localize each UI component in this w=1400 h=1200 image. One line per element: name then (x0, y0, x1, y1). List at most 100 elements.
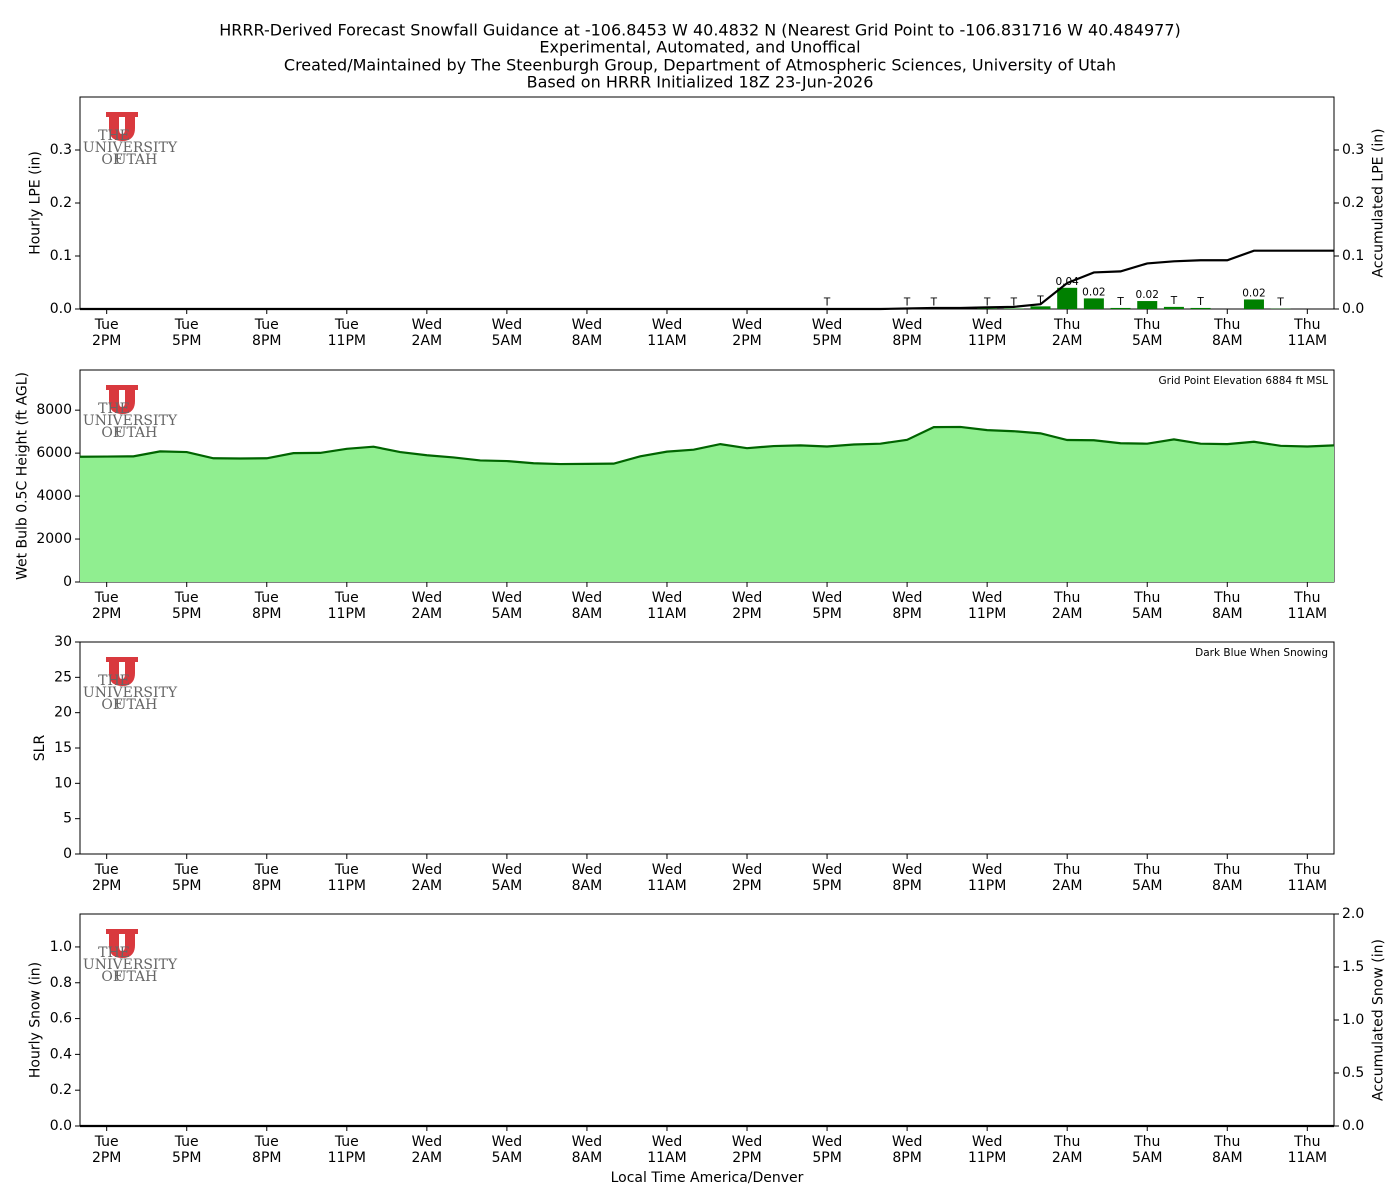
y-axis-label: Wet Bulb 0.5C Height (ft AGL) (14, 372, 30, 580)
logo-text: UNIVERSITY (83, 140, 178, 156)
bar (1083, 298, 1104, 309)
y-tick-label: 0.2 (50, 1082, 72, 1098)
value-label: T (930, 296, 938, 308)
value-label: T (983, 296, 991, 308)
value-label: 0.02 (1136, 289, 1159, 301)
x-tick-label: Tue 2PM (92, 590, 121, 622)
logo-text: UTAH (115, 152, 158, 168)
x-tick-label: Tue 5PM (172, 862, 201, 894)
x-tick-label: Tue 11PM (328, 590, 366, 622)
y-tick-label: 0.2 (50, 195, 72, 211)
x-tick-label: Wed 11AM (647, 1134, 686, 1166)
y-tick-label: 0.0 (50, 1118, 72, 1134)
y-tick-label: 5 (63, 811, 72, 827)
x-tick-label: Wed 11PM (968, 862, 1006, 894)
x-tick-label: Thu 8AM (1212, 862, 1243, 894)
y-tick-label: 15 (54, 740, 72, 756)
x-tick-label: Wed 2PM (732, 590, 763, 622)
y-tick-label: 25 (54, 669, 72, 685)
x-tick-label: Wed 11PM (968, 317, 1006, 349)
bar (1137, 301, 1158, 309)
x-tick-label: Wed 5PM (812, 317, 843, 349)
value-label: 0.02 (1082, 286, 1105, 298)
bar (1057, 287, 1078, 309)
x-tick-label: Wed 2AM (412, 317, 443, 349)
bar (1163, 306, 1184, 309)
line (79, 425, 1335, 466)
plot-frame (79, 96, 1335, 310)
title-line: HRRR-Derived Forecast Snowfall Guidance … (219, 21, 1181, 40)
logo-mark (106, 929, 138, 958)
x-tick-label: Thu 8AM (1212, 590, 1243, 622)
y-tick-label: 2000 (36, 531, 72, 547)
y2-tick-label: 0.1 (1342, 248, 1364, 264)
x-tick-label: Tue 2PM (92, 1134, 121, 1166)
x-tick-label: Wed 5PM (812, 1134, 843, 1166)
x-tick-label: Tue 2PM (92, 317, 121, 349)
x-tick-label: Thu 5AM (1132, 1134, 1163, 1166)
x-tick-label: Wed 5AM (492, 1134, 523, 1166)
bar (1003, 308, 1024, 309)
y-tick-label: 0.4 (50, 1046, 72, 1062)
y2-tick-label: 0.0 (1342, 1118, 1364, 1134)
plot-frame (79, 641, 1335, 855)
x-tick-label: Tue 5PM (172, 317, 201, 349)
value-label: T (1036, 294, 1044, 306)
x-tick-label: Wed 8PM (892, 590, 923, 622)
x-tick-label: Wed 5AM (492, 590, 523, 622)
x-tick-label: Thu 11AM (1288, 590, 1327, 622)
logo-text: OF (101, 969, 122, 985)
x-tick-label: Wed 8AM (572, 1134, 603, 1166)
logo-text: UTAH (115, 697, 158, 713)
x-tick-label: Wed 2AM (412, 862, 443, 894)
value-label: T (1116, 296, 1124, 308)
y-axis-label: Hourly Snow (in) (28, 962, 44, 1078)
logo-text: UTAH (115, 425, 158, 441)
y-tick-label: 0.3 (50, 142, 72, 158)
x-tick-label: Wed 2AM (412, 1134, 443, 1166)
logo-text: THE (98, 673, 130, 689)
x-tick-label: Wed 8AM (572, 590, 603, 622)
bar (1190, 307, 1211, 309)
x-tick-label: Thu 11AM (1288, 1134, 1327, 1166)
y-tick-label: 0.0 (50, 301, 72, 317)
x-tick-label: Wed 8PM (892, 317, 923, 349)
y-tick-label: 0.8 (50, 975, 72, 991)
x-tick-label: Tue 8PM (252, 317, 281, 349)
logo-mark (106, 112, 138, 141)
x-tick-label: Thu 8AM (1212, 1134, 1243, 1166)
logo-text: THE (98, 945, 130, 961)
bar (1030, 306, 1051, 309)
logo-text: OF (101, 152, 122, 168)
x-tick-label: Thu 5AM (1132, 862, 1163, 894)
y-tick-label: 0.6 (50, 1011, 72, 1027)
x-tick-label: Wed 2PM (732, 862, 763, 894)
logo-text: THE (98, 128, 130, 144)
value-label: T (823, 297, 831, 309)
y2-tick-label: 0.2 (1342, 195, 1364, 211)
area-fill (80, 426, 1334, 582)
x-tick-label: Tue 8PM (252, 1134, 281, 1166)
y-tick-label: 30 (54, 634, 72, 650)
x-tick-label: Thu 2AM (1052, 1134, 1083, 1166)
x-tick-label: Tue 5PM (172, 590, 201, 622)
title-line: Experimental, Automated, and Unoffical (539, 38, 860, 57)
y-tick-label: 0 (63, 846, 72, 862)
title-line: Based on HRRR Initialized 18Z 23-Jun-202… (527, 73, 874, 92)
x-tick-label: Wed 11PM (968, 590, 1006, 622)
y-tick-label: 0 (63, 574, 72, 590)
y2-tick-label: 0.5 (1342, 1065, 1364, 1081)
y-axis-label: Hourly LPE (in) (28, 151, 44, 255)
x-tick-label: Tue 5PM (172, 1134, 201, 1166)
value-label: T (1276, 297, 1284, 309)
x-tick-label: Wed 5PM (812, 862, 843, 894)
y-axis-label: SLR (32, 735, 48, 762)
y2-tick-label: 0.3 (1342, 142, 1364, 158)
y-tick-label: 0.1 (50, 248, 72, 264)
x-tick-label: Wed 5PM (812, 590, 843, 622)
logo-text: UNIVERSITY (83, 413, 178, 429)
x-tick-label: Thu 11AM (1288, 317, 1327, 349)
x-tick-label: Wed 11AM (647, 862, 686, 894)
